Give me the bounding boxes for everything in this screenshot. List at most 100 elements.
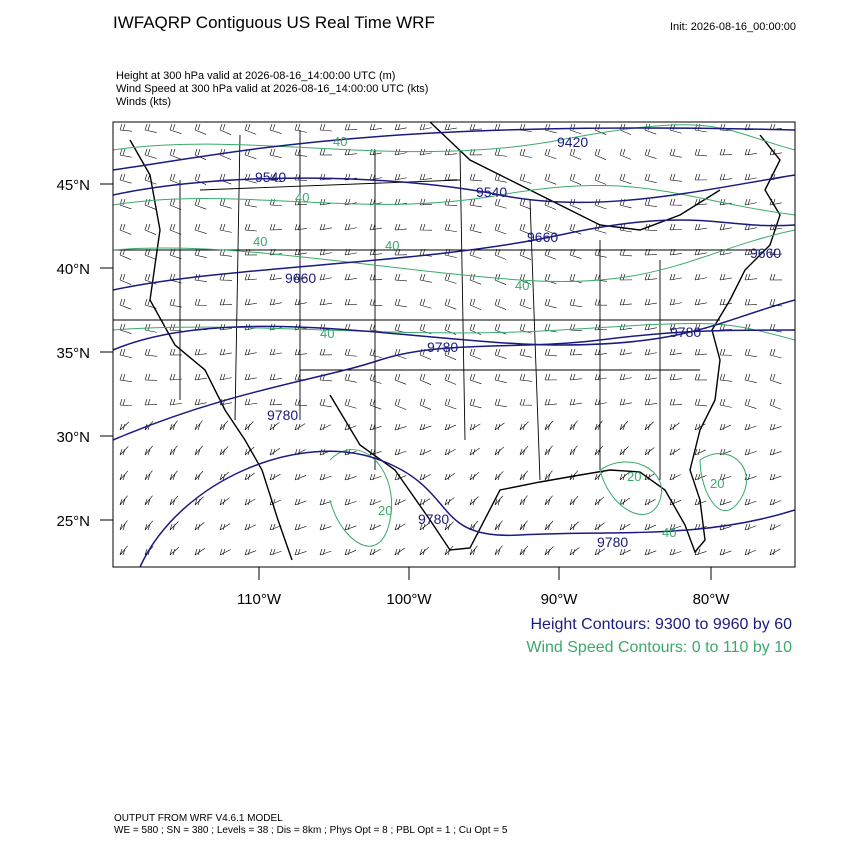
wind-barb [194,398,207,406]
wind-barb [469,398,482,409]
wind-barb [719,148,733,156]
wind-barb [669,148,682,158]
map-area: 9420 9540 9540 9660 9660 9660 9780 9780 … [113,122,795,567]
wind-barb [794,129,795,130]
wind-barb [594,471,604,481]
wind-barb [219,273,233,281]
wind-barb [569,148,582,160]
wind-barb [119,398,132,406]
wind-barb [544,420,554,431]
wind-barb [719,348,733,356]
wind-barb [644,498,656,506]
wind-barb [744,373,757,383]
wind-barb [594,420,603,431]
wind-barb [394,273,407,282]
wind-barb [619,548,631,556]
wind-barb [744,348,757,357]
wind-barb [494,298,507,310]
wind-barb [169,445,178,456]
lat-label: 45°N [56,177,90,194]
wind-label: 40 [515,278,529,293]
wind-barb [244,446,255,456]
wind-barb [769,448,782,456]
footer-line: OUTPUT FROM WRF V4.6.1 MODEL [114,813,283,824]
wind-barb [244,223,257,232]
wind-barb [194,148,207,160]
wind-barb [319,123,332,132]
wind-barb [719,498,732,506]
wind-barb [619,420,629,431]
wind-barb [469,273,482,285]
wind-barb [219,497,230,506]
wind-barb [419,498,431,506]
wind-barb [194,420,203,431]
wind-barb [794,229,795,230]
wind-barb [369,398,382,410]
wind-barb [594,522,605,531]
height-labels: 9420 9540 9540 9660 9660 9660 9780 9780 … [255,134,781,550]
wind-barb [194,373,207,381]
wind-barb [319,223,332,231]
wind-barb [494,446,505,456]
wind-barb [294,473,307,481]
wind-barb [494,545,503,556]
wind-barb [444,223,457,232]
wind-barb [194,496,204,506]
wind-barb [694,298,707,306]
wind-barb [794,504,795,505]
wind-barb [444,473,456,481]
wind-barb [444,173,458,181]
lon-label: 100°W [386,591,432,608]
wind-barb [319,298,332,306]
wind-barb [119,273,132,285]
wind-barb [544,445,553,456]
height-label: 9420 [557,134,588,150]
wind-barb [169,495,179,506]
wind-barb [144,348,157,357]
wind-barb [394,448,407,456]
wind-barb [394,148,407,156]
wind-barb [319,273,332,281]
wind-label: 20 [378,503,392,518]
height-contours [113,127,795,567]
wind-barb [494,348,507,359]
wind-barb [644,421,654,431]
wind-barb [769,273,783,281]
wind-barb [469,298,482,310]
wind-barb [119,520,128,531]
wind-barb [394,123,407,131]
wind-barb [269,523,282,531]
wind-barb [519,520,528,531]
height-label: 9780 [267,407,298,423]
wind-barb [644,298,657,306]
wind-label: 40 [385,238,399,253]
height-label: 9660 [527,229,558,245]
wind-barb [419,522,430,531]
wind-barb [544,398,557,406]
wind-barb [719,298,732,306]
wind-barb [219,420,229,431]
wind-barb [494,223,507,235]
wind-barb [594,173,607,185]
wind-barb [269,422,280,431]
wind-barb [669,298,682,306]
wind-barb [619,323,632,331]
wind-barb [219,523,231,531]
wind-barb [669,448,681,456]
wind-barb [494,520,503,531]
wind-barb [569,521,579,531]
wind-barb [344,498,357,506]
wind-barb [594,373,607,381]
wind-barb [119,495,128,506]
wind-barb [619,398,632,406]
wind-barb [269,398,282,406]
wind-barb [244,273,257,281]
wind-barb [619,497,630,506]
wind-barb [744,273,757,281]
wind-barb [319,423,331,431]
wind-barb [219,123,232,135]
wind-barb [194,548,206,556]
wind-barb [769,423,782,431]
wind-barb [419,323,432,335]
wind-barb [144,520,154,531]
